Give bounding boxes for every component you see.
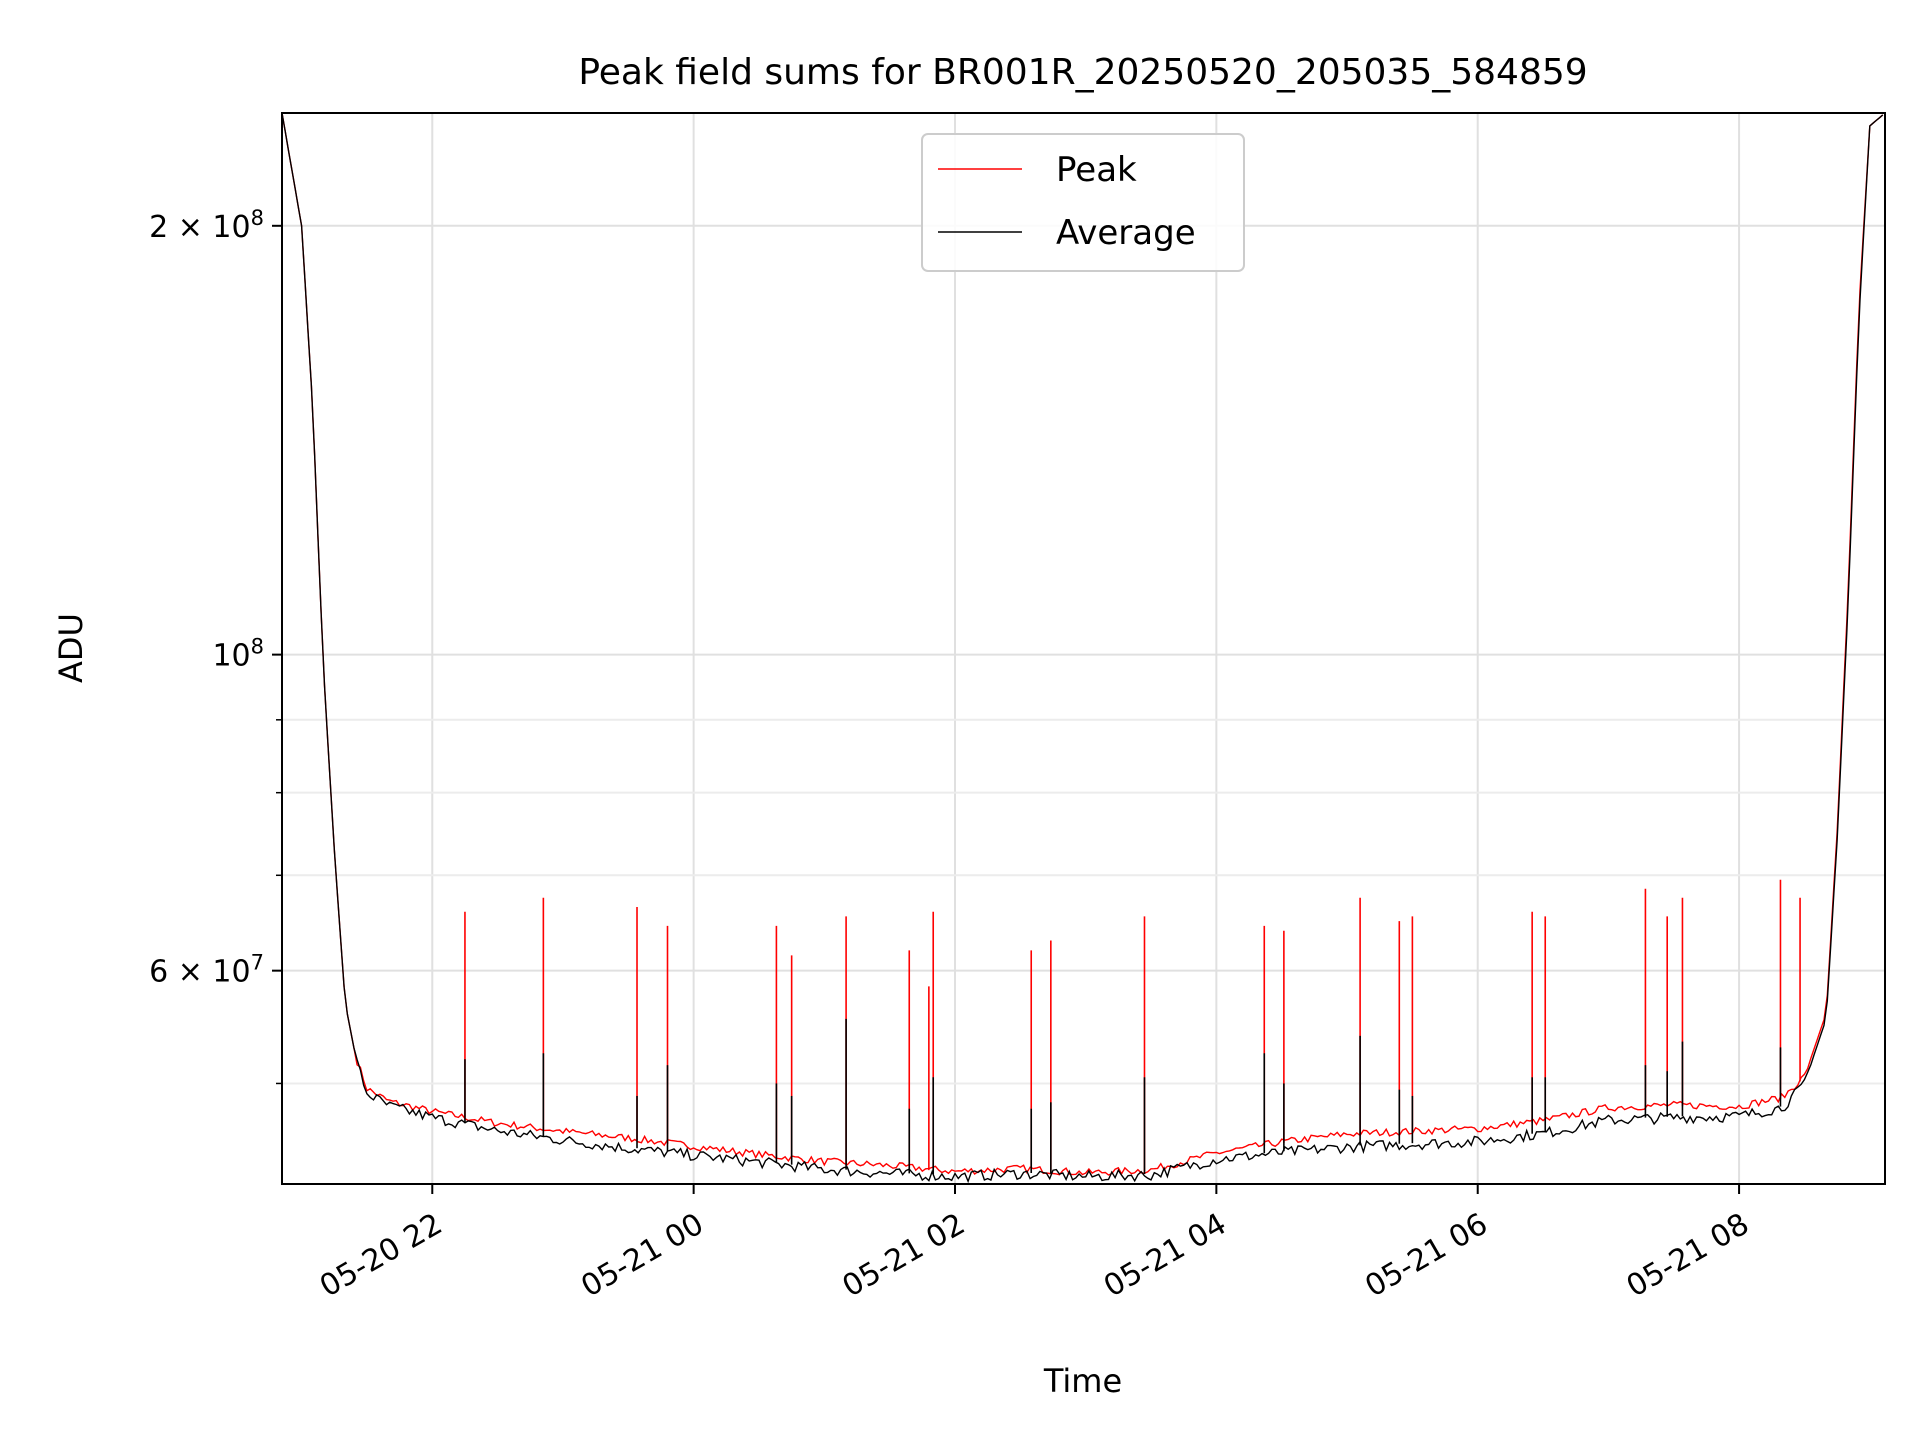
x-tick-label: 05-21 00: [575, 1207, 709, 1305]
y-axis-label: ADU: [52, 613, 90, 683]
x-tick-label: 05-20 22: [314, 1207, 448, 1305]
y-tick-label: 108: [212, 635, 264, 674]
x-tick-label: 05-21 06: [1359, 1207, 1493, 1305]
plot-frame: [281, 112, 1886, 1185]
y-tick-label: 6 × 107: [149, 951, 264, 990]
legend-label-average: Average: [1056, 213, 1196, 253]
legend-label-peak: Peak: [1056, 150, 1137, 190]
x-tick-label: 05-21 04: [1098, 1207, 1232, 1305]
chart-title: Peak field sums for BR001R_20250520_2050…: [578, 52, 1587, 93]
grid: [282, 113, 1885, 1184]
series-layer: [281, 112, 1884, 1184]
x-tick-label: 05-21 08: [1621, 1207, 1755, 1305]
legend: Peak Average: [921, 133, 1245, 272]
y-tick-label: 2 × 108: [149, 206, 264, 245]
series-line-average: [281, 112, 1884, 1184]
x-tick-label: 05-21 02: [837, 1207, 971, 1305]
series-line-peak: [281, 112, 1884, 1176]
x-axis-label: Time: [1043, 1362, 1122, 1400]
